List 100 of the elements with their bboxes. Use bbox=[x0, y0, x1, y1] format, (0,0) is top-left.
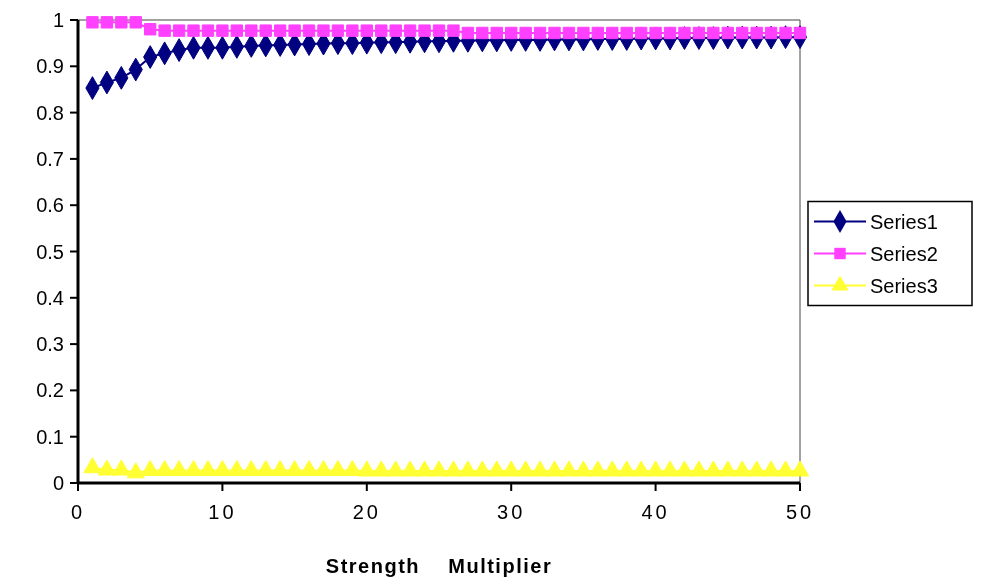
y-tick-label: 0 bbox=[52, 472, 64, 494]
point bbox=[487, 460, 506, 477]
y-tick-label: 0.1 bbox=[36, 425, 64, 448]
point bbox=[83, 457, 102, 474]
point bbox=[750, 26, 763, 40]
point bbox=[299, 459, 319, 476]
point bbox=[201, 24, 215, 37]
point bbox=[389, 24, 402, 37]
y-tick-label: 0.8 bbox=[36, 101, 64, 124]
point bbox=[721, 26, 734, 40]
point bbox=[400, 460, 420, 477]
point bbox=[447, 24, 460, 37]
point bbox=[663, 26, 677, 40]
point bbox=[418, 24, 431, 37]
point bbox=[516, 460, 535, 477]
point bbox=[242, 459, 261, 476]
point bbox=[227, 459, 246, 476]
point bbox=[545, 460, 564, 477]
point bbox=[444, 460, 463, 477]
point bbox=[533, 26, 547, 40]
point bbox=[620, 26, 633, 40]
point bbox=[733, 460, 752, 477]
point bbox=[704, 460, 723, 477]
point bbox=[314, 459, 333, 476]
x-axis-title: Strength Multiplier bbox=[325, 555, 553, 577]
point bbox=[559, 460, 579, 477]
point bbox=[591, 26, 605, 40]
point bbox=[502, 460, 521, 477]
point bbox=[678, 26, 691, 40]
point bbox=[97, 459, 117, 476]
y-tick-label: 0.5 bbox=[36, 240, 64, 263]
x-tick-label: 20 bbox=[352, 501, 381, 523]
point bbox=[372, 460, 391, 477]
point bbox=[302, 24, 316, 37]
y-tick-label: 0.3 bbox=[36, 333, 64, 356]
legend-label: Series1 bbox=[870, 210, 938, 233]
point bbox=[764, 26, 778, 40]
point bbox=[187, 24, 200, 37]
y-tick-label: 1 bbox=[52, 9, 64, 31]
point bbox=[245, 24, 258, 37]
point bbox=[603, 460, 622, 477]
point bbox=[562, 26, 576, 40]
y-tick-label: 0.6 bbox=[36, 194, 64, 217]
x-tick-label: 30 bbox=[497, 501, 526, 523]
point bbox=[213, 459, 232, 476]
point bbox=[271, 459, 290, 476]
point bbox=[660, 460, 680, 477]
point bbox=[718, 460, 737, 477]
point bbox=[461, 26, 475, 40]
point bbox=[360, 24, 373, 37]
point bbox=[375, 24, 388, 37]
legend-label: Series3 bbox=[870, 274, 938, 297]
point bbox=[403, 24, 417, 37]
point bbox=[158, 24, 171, 37]
y-tick-label: 0.7 bbox=[36, 147, 64, 170]
y-tick-label: 0.2 bbox=[36, 379, 64, 402]
y-tick-label: 0.4 bbox=[36, 286, 64, 309]
point bbox=[617, 460, 636, 477]
point bbox=[317, 24, 330, 37]
point bbox=[458, 460, 478, 477]
point bbox=[155, 459, 174, 476]
point bbox=[86, 16, 99, 29]
x-tick-label: 50 bbox=[785, 501, 815, 523]
point bbox=[216, 24, 229, 37]
point bbox=[707, 26, 720, 40]
point bbox=[519, 26, 532, 40]
point bbox=[141, 459, 160, 476]
point bbox=[432, 24, 446, 37]
point bbox=[675, 460, 694, 477]
point bbox=[646, 460, 665, 477]
point bbox=[761, 460, 781, 477]
point bbox=[357, 460, 376, 477]
point bbox=[776, 460, 795, 477]
point bbox=[343, 459, 362, 476]
point bbox=[692, 26, 706, 40]
point bbox=[689, 460, 709, 477]
point bbox=[129, 16, 142, 29]
point bbox=[415, 460, 434, 477]
point bbox=[736, 26, 749, 40]
point bbox=[548, 26, 561, 40]
point bbox=[115, 16, 128, 29]
point bbox=[747, 460, 766, 477]
x-tick-label: 40 bbox=[641, 501, 670, 523]
point bbox=[476, 26, 489, 40]
point bbox=[530, 460, 550, 477]
point bbox=[634, 26, 648, 40]
point bbox=[429, 460, 449, 477]
point bbox=[126, 462, 145, 479]
point bbox=[331, 24, 345, 37]
point bbox=[285, 459, 304, 476]
point bbox=[273, 24, 287, 37]
point bbox=[328, 459, 348, 476]
point bbox=[490, 26, 503, 40]
point bbox=[606, 26, 619, 40]
point bbox=[790, 460, 810, 477]
x-tick-label: 0 bbox=[70, 501, 86, 523]
point bbox=[505, 26, 518, 40]
y-tick-label: 0.9 bbox=[36, 55, 64, 78]
point bbox=[112, 459, 131, 476]
point bbox=[577, 26, 590, 40]
